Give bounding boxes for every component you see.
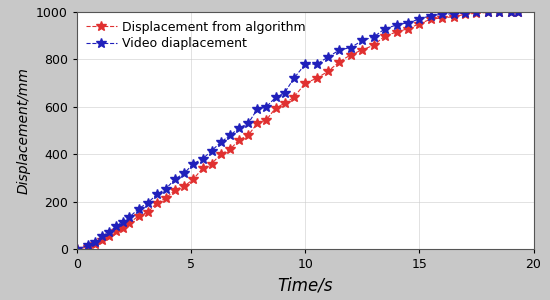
Displacement from algorithm [245,134,251,137]
Displacement from algorithm [190,177,197,181]
Video diaplacement [190,162,197,166]
Y-axis label: Displacement/mm: Displacement/mm [16,67,31,194]
Displacement from algorithm [314,76,320,80]
Displacement from algorithm [99,238,106,241]
Displacement from algorithm [324,69,331,73]
Video diaplacement [508,10,514,13]
Video diaplacement [181,171,188,175]
Displacement from algorithm [126,221,133,225]
Video diaplacement [99,234,106,238]
Displacement from algorithm [496,10,503,14]
Displacement from algorithm [290,95,297,99]
Video diaplacement [324,55,331,59]
Video diaplacement [254,107,261,111]
Video diaplacement [126,215,133,219]
Displacement from algorithm [145,211,151,214]
Video diaplacement [172,177,178,181]
Video diaplacement [336,48,343,52]
Video diaplacement [263,105,270,109]
Displacement from algorithm [119,226,126,230]
Video diaplacement [153,193,160,196]
X-axis label: Time/s: Time/s [278,277,333,295]
Displacement from algorithm [462,13,469,16]
Video diaplacement [282,91,288,94]
Video diaplacement [236,126,243,130]
Displacement from algorithm [282,101,288,105]
Line: Displacement from algorithm: Displacement from algorithm [72,7,522,254]
Video diaplacement [405,21,411,25]
Video diaplacement [314,62,320,66]
Video diaplacement [85,244,92,247]
Video diaplacement [245,122,251,125]
Video diaplacement [227,134,233,137]
Displacement from algorithm [263,118,270,122]
Video diaplacement [290,76,297,80]
Displacement from algorithm [439,16,446,20]
Displacement from algorithm [427,17,434,21]
Video diaplacement [439,13,446,16]
Displacement from algorithm [74,247,80,251]
Displacement from algorithm [382,34,388,38]
Video diaplacement [473,10,480,14]
Displacement from algorithm [302,81,309,85]
Displacement from algorithm [227,148,233,151]
Displacement from algorithm [113,230,119,233]
Video diaplacement [119,220,126,224]
Displacement from algorithm [514,10,521,14]
Displacement from algorithm [473,11,480,15]
Video diaplacement [217,140,224,144]
Video diaplacement [106,231,112,234]
Displacement from algorithm [208,162,215,166]
Displacement from algorithm [254,122,261,125]
Video diaplacement [348,46,354,49]
Video diaplacement [450,12,457,16]
Displacement from algorithm [181,184,188,188]
Displacement from algorithm [172,188,178,191]
Displacement from algorithm [217,152,224,156]
Video diaplacement [514,10,521,13]
Legend: Displacement from algorithm, Video diaplacement: Displacement from algorithm, Video diapl… [81,16,311,56]
Displacement from algorithm [359,48,366,52]
Displacement from algorithm [272,106,279,110]
Displacement from algorithm [336,60,343,64]
Video diaplacement [113,225,119,228]
Line: Video diaplacement: Video diaplacement [72,7,522,254]
Video diaplacement [92,240,98,244]
Displacement from algorithm [199,167,206,170]
Video diaplacement [382,27,388,30]
Video diaplacement [371,35,377,39]
Displacement from algorithm [416,22,423,26]
Video diaplacement [393,23,400,27]
Video diaplacement [416,17,423,21]
Displacement from algorithm [106,234,112,238]
Video diaplacement [74,247,80,251]
Displacement from algorithm [135,214,142,217]
Displacement from algorithm [450,15,457,19]
Displacement from algorithm [236,138,243,142]
Displacement from algorithm [485,11,491,14]
Video diaplacement [145,201,151,205]
Displacement from algorithm [92,242,98,246]
Displacement from algorithm [405,27,411,30]
Video diaplacement [485,10,491,14]
Displacement from algorithm [85,245,92,249]
Video diaplacement [427,14,434,17]
Video diaplacement [199,157,206,161]
Displacement from algorithm [371,44,377,47]
Video diaplacement [496,10,503,14]
Video diaplacement [302,62,309,66]
Displacement from algorithm [508,10,514,14]
Displacement from algorithm [153,201,160,205]
Video diaplacement [208,149,215,152]
Video diaplacement [359,39,366,42]
Video diaplacement [163,187,169,190]
Displacement from algorithm [348,53,354,56]
Displacement from algorithm [163,196,169,200]
Displacement from algorithm [393,30,400,34]
Video diaplacement [272,95,279,99]
Video diaplacement [135,207,142,211]
Video diaplacement [462,11,469,15]
